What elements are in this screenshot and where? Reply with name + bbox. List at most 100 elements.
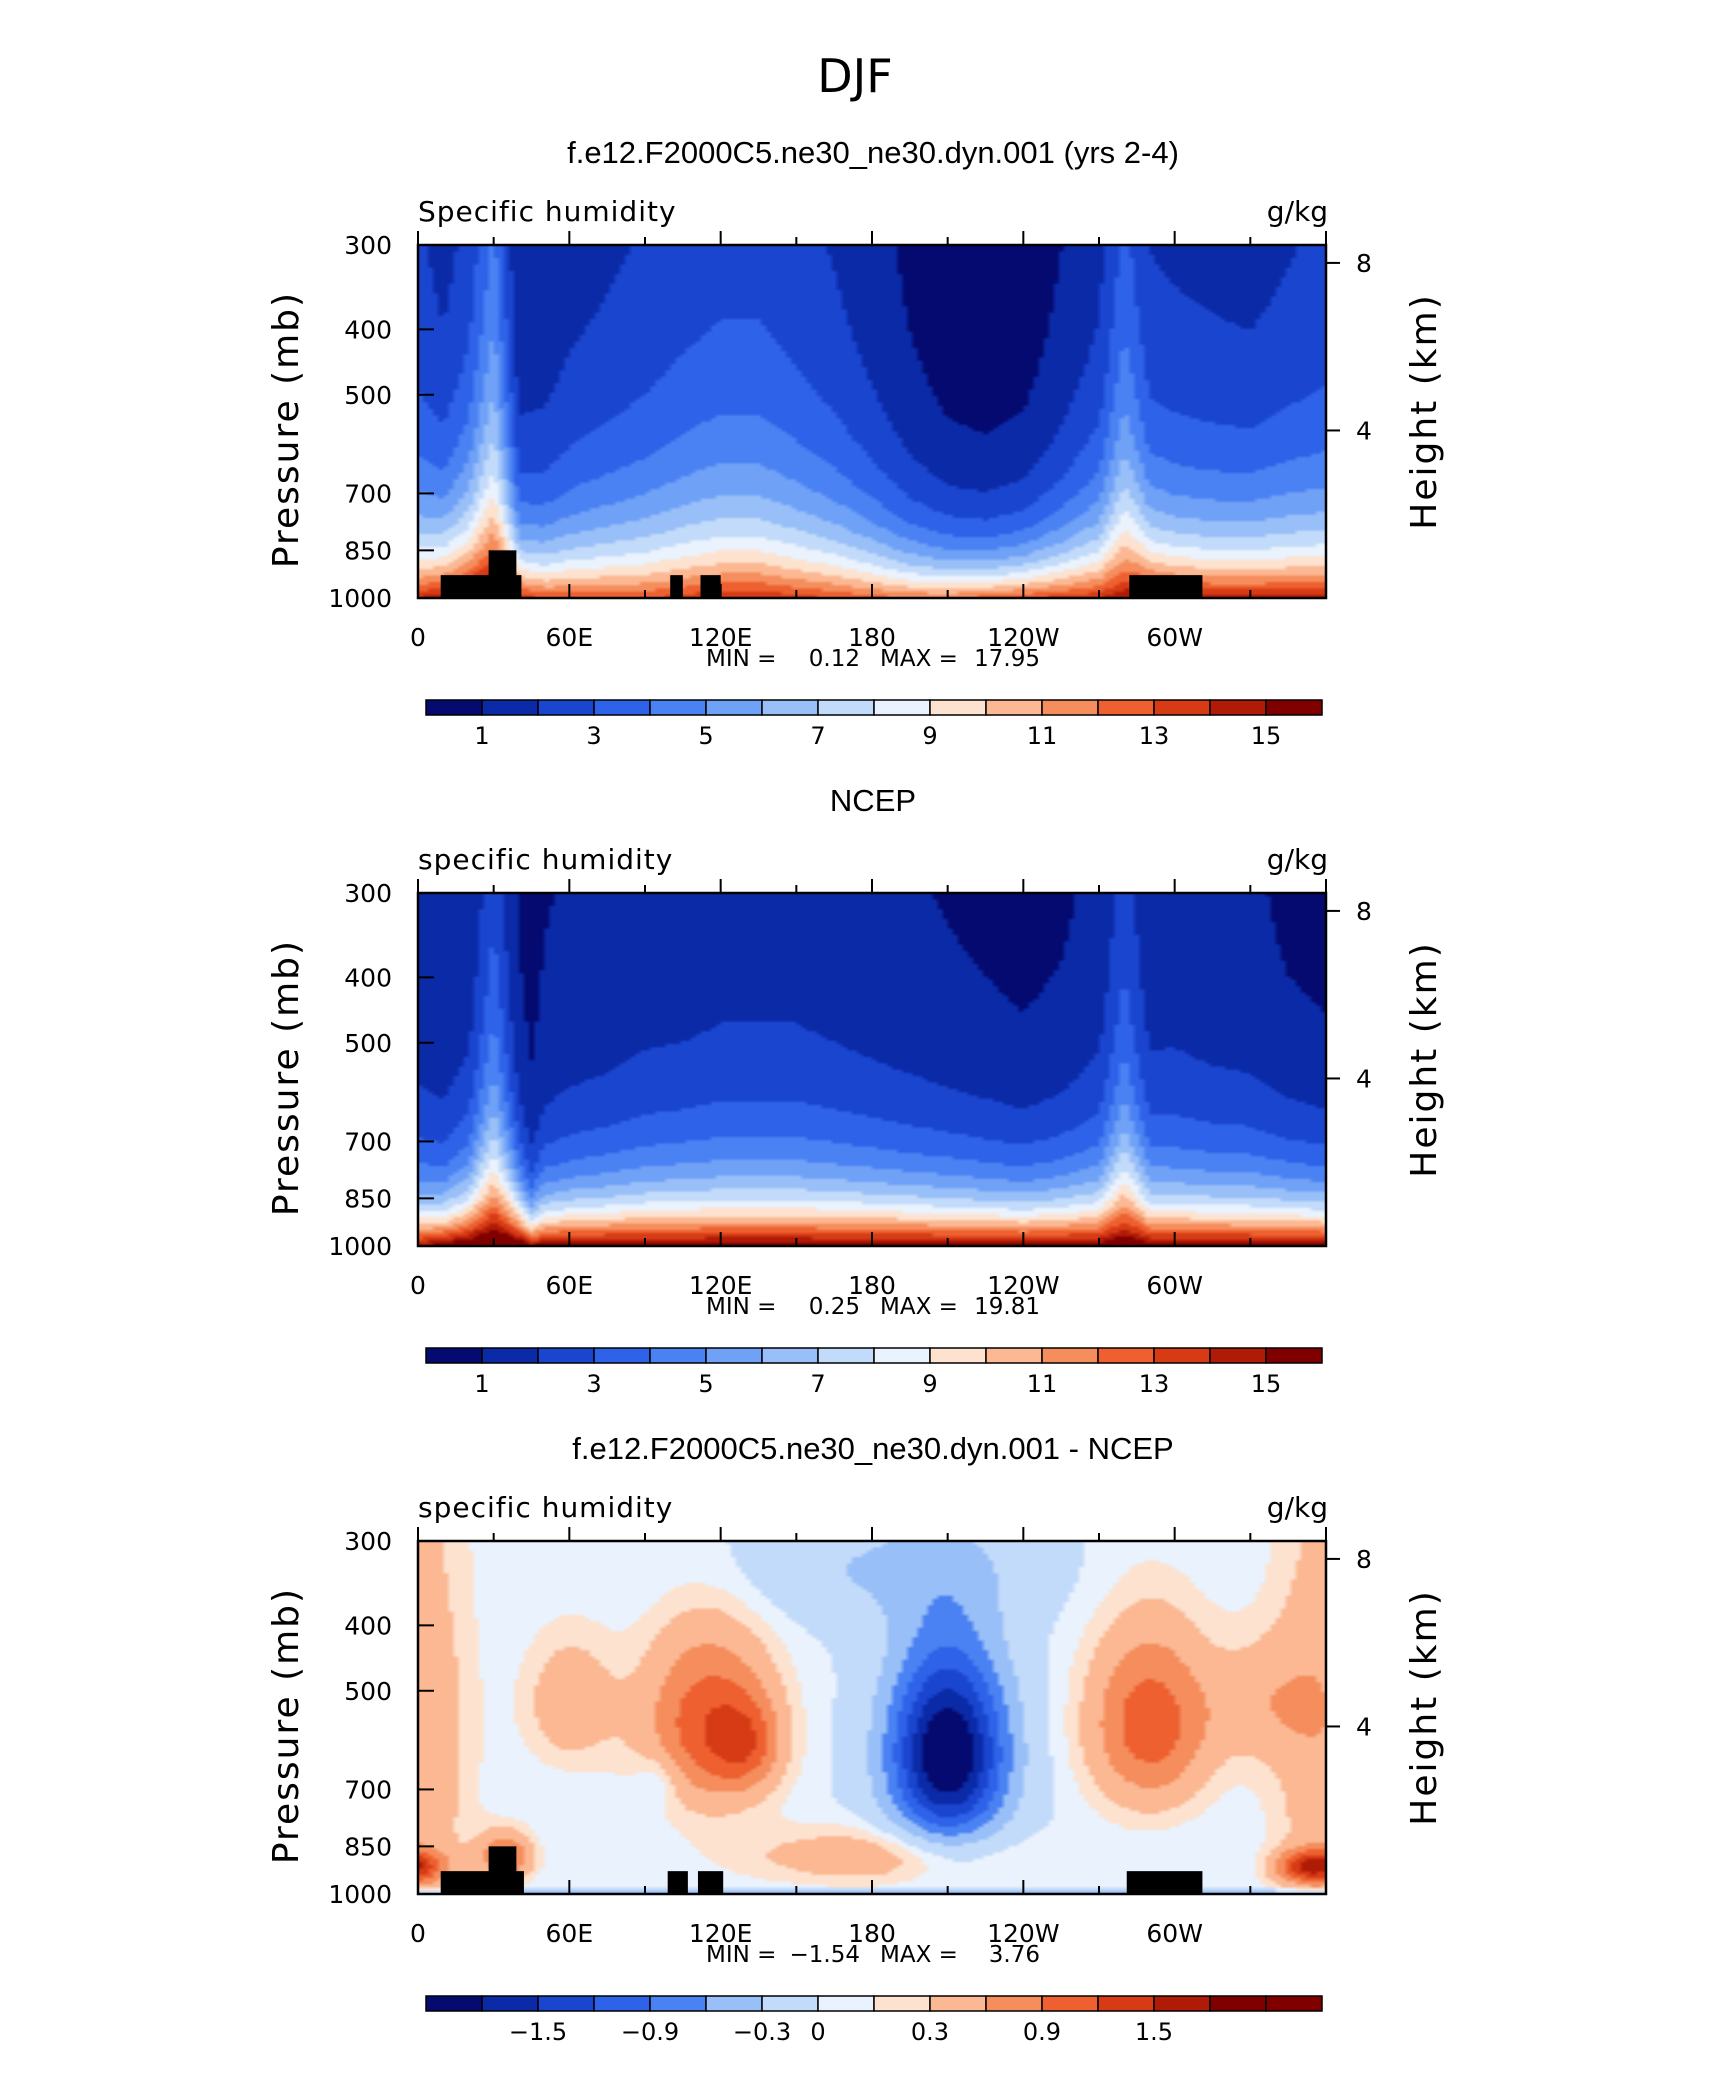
colorbar-tick-label: 3	[586, 722, 601, 750]
field-contour-fill	[418, 1541, 1326, 1894]
stat-min-label: MIN =	[706, 1942, 776, 1968]
x-tick-label: 120W	[987, 1271, 1059, 1300]
topography-mask	[697, 1871, 724, 1894]
topography-mask	[1129, 575, 1203, 598]
colorbar-tick-label: 3	[586, 1370, 601, 1398]
colorbar-tick-label: 11	[1027, 1370, 1058, 1398]
colorbar-tick-label: 1.5	[1135, 2018, 1173, 2046]
y-tick-label: 300	[344, 1527, 392, 1556]
x-tick-label: 60W	[1146, 1271, 1203, 1300]
x-tick-label: 0	[410, 623, 426, 652]
y-tick-label: 400	[344, 963, 392, 992]
colorbar-swatch	[481, 1347, 539, 1364]
panel-1: f.e12.F2000C5.ne30_ne30.dyn.001 (yrs 2-4…	[266, 135, 1445, 750]
colorbar-tick-label: 7	[810, 722, 825, 750]
y-tick-label: 400	[344, 315, 392, 344]
panel-3: f.e12.F2000C5.ne30_ne30.dyn.001 - NCEP sp…	[266, 1431, 1445, 2046]
colorbar-swatch	[425, 1347, 483, 1364]
panel-left-label: specific humidity	[418, 843, 673, 876]
colorbar-tick-label: 5	[698, 722, 713, 750]
colorbar-swatch	[593, 699, 651, 716]
colorbar-swatch	[929, 1347, 987, 1364]
colorbar-swatch	[1041, 1347, 1099, 1364]
stat-min-label: MIN =	[706, 1294, 776, 1320]
stat-min-value: 0.25	[809, 1294, 860, 1320]
topography-mask	[667, 1871, 688, 1894]
colorbar-swatch	[1153, 1995, 1211, 2012]
colorbar-swatch	[761, 1995, 819, 2012]
colorbar-tick-label: 13	[1139, 1370, 1170, 1398]
colorbar-swatch	[873, 1347, 931, 1364]
colorbar-swatch	[817, 1995, 875, 2012]
stat-max-value: 3.76	[989, 1942, 1040, 1968]
height-tick-label: 4	[1356, 1712, 1372, 1741]
stat-max-label: MAX =	[880, 1942, 958, 1968]
colorbar-tick-label: −0.9	[621, 2018, 679, 2046]
panel-units-label: g/kg	[1267, 1491, 1328, 1524]
colorbar-swatch	[1097, 1347, 1155, 1364]
colorbar-tick-label: 15	[1251, 722, 1282, 750]
colorbar-swatch	[873, 699, 931, 716]
colorbar-swatch	[593, 1995, 651, 2012]
colorbar-swatch	[649, 1347, 707, 1364]
x-tick-label: 120W	[987, 1919, 1059, 1948]
colorbar-swatch	[705, 1995, 763, 2012]
y-axis-title: Pressure (mb)	[266, 939, 307, 1216]
y-tick-label: 1000	[328, 1880, 392, 1909]
y-axis-title: Pressure (mb)	[266, 291, 307, 568]
y-tick-label: 500	[344, 381, 392, 410]
stat-min-value: −1.54	[790, 1942, 860, 1968]
colorbar-swatch	[425, 699, 483, 716]
height-tick-label: 4	[1356, 416, 1372, 445]
colorbar-swatch	[1265, 699, 1323, 716]
colorbar-swatch	[929, 1995, 987, 2012]
colorbar: −1.5 −0.9 −0.3 0 0.3 0.9 1.5	[425, 1995, 1323, 2046]
x-tick-label: 120E	[689, 1271, 753, 1300]
height-tick-label: 4	[1356, 1064, 1372, 1093]
colorbar-tick-label: 5	[698, 1370, 713, 1398]
topography-mask	[498, 575, 522, 598]
colorbar-tick-label: 15	[1251, 1370, 1282, 1398]
panel-left-label: Specific humidity	[418, 195, 677, 228]
stat-max-label: MAX =	[880, 646, 958, 672]
colorbar-swatch	[761, 699, 819, 716]
height-tick-label: 8	[1356, 897, 1372, 926]
colorbar-swatch	[705, 1347, 763, 1364]
colorbar-tick-label: 9	[922, 1370, 937, 1398]
x-tick-label: 60E	[546, 1919, 594, 1948]
colorbar: 1 3 5 7 9 11 13 15	[425, 699, 1323, 750]
y-tick-label: 850	[344, 1184, 392, 1213]
x-tick-label: 0	[410, 1271, 426, 1300]
height-axis-title: Height (km)	[1404, 941, 1445, 1177]
x-tick-label: 60E	[546, 1271, 594, 1300]
colorbar-tick-label: 1	[474, 722, 489, 750]
field-contour-fill	[418, 245, 1326, 598]
colorbar-swatch	[537, 1995, 595, 2012]
y-tick-label: 300	[344, 879, 392, 908]
colorbar-tick-label: 9	[922, 722, 937, 750]
colorbar-swatch	[1153, 699, 1211, 716]
y-tick-label: 700	[344, 1775, 392, 1804]
colorbar-swatch	[761, 1347, 819, 1364]
colorbar-tick-label: 0.9	[1023, 2018, 1061, 2046]
topography-mask	[700, 575, 721, 598]
colorbar-swatch	[1153, 1347, 1211, 1364]
colorbar-swatch	[985, 1995, 1043, 2012]
x-tick-label: 120E	[689, 1919, 753, 1948]
height-tick-label: 8	[1356, 249, 1372, 278]
panel-units-label: g/kg	[1267, 843, 1328, 876]
colorbar-swatch	[1097, 699, 1155, 716]
topography-mask	[1126, 1871, 1203, 1894]
x-tick-label: 120W	[987, 623, 1059, 652]
y-tick-label: 1000	[328, 584, 392, 613]
colorbar-swatch	[537, 1347, 595, 1364]
panel-units-label: g/kg	[1267, 195, 1328, 228]
panel-title: f.e12.F2000C5.ne30_ne30.dyn.001 (yrs 2-4…	[567, 135, 1179, 170]
x-tick-label: 120E	[689, 623, 753, 652]
y-tick-label: 850	[344, 1832, 392, 1861]
colorbar-swatch	[1265, 1995, 1323, 2012]
colorbar-swatch	[537, 699, 595, 716]
colorbar-tick-label: 11	[1027, 722, 1058, 750]
colorbar-swatch	[1041, 699, 1099, 716]
stat-max-value: 17.95	[974, 646, 1040, 672]
